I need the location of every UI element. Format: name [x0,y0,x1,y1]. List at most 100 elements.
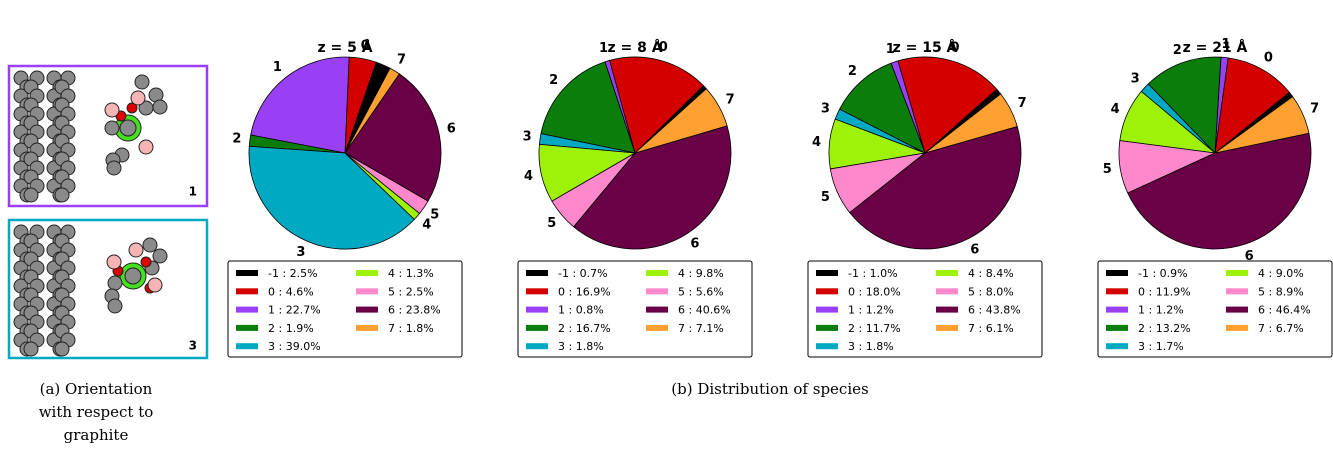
legend-label: 0 : 11.9% [1138,285,1191,298]
atom [138,139,154,155]
slice-label: 6 [970,242,979,257]
legend-label: 6 : 46.4% [1258,304,1311,317]
legend-swatch [526,343,548,350]
legend-swatch [236,270,258,276]
slice-label: 1 [273,60,282,75]
atom [126,102,138,114]
legend-label: 2 : 11.7% [848,322,901,335]
legend-box [807,260,1043,358]
pie-slice [839,62,926,154]
pie-slice [248,145,415,250]
legend-swatch [646,270,668,276]
atom [142,237,158,253]
slice-label: 1 [1221,37,1230,52]
chart-title: z = 21 Å [1183,39,1248,56]
slice-label: 0 [1264,50,1273,65]
slice-label: 0 [951,41,960,56]
legend-label: 7 : 6.7% [1258,322,1304,335]
legend-swatch [816,270,838,276]
pie-slice [540,61,636,154]
caption: (b) Distribution of species [671,380,868,398]
slice-label: 5 [1103,162,1112,177]
pie-slice [609,56,705,154]
legend-swatch [236,343,258,350]
atom [124,267,142,285]
chart-title: z = 5 Å [317,39,372,56]
legend-label: -1 : 0.9% [1138,267,1188,280]
atom [130,90,146,106]
legend-swatch [816,288,838,295]
slice-label: 7 [726,92,735,107]
atom [106,160,122,176]
legend-swatch [236,288,258,295]
pie-slice [924,93,1018,154]
chart-title: z = 15 Å [893,39,958,56]
legend-swatch [816,343,838,350]
slice-label: 2 [1173,43,1182,58]
legend-swatch [1226,270,1248,276]
slice-label: 6 [447,121,456,136]
pie-slice [897,56,998,154]
legend-swatch [236,324,258,331]
atom [152,248,168,264]
slice-label: 4 [812,135,821,150]
legend-swatch [356,324,378,331]
legend-swatch [646,288,668,295]
legend-label: 1 : 22.7% [268,304,321,317]
legend-swatch [526,270,548,276]
legend-swatch [236,306,258,313]
slice-label: 0 [361,38,370,53]
legend-label: 7 : 1.8% [388,322,434,335]
legend-label: -1 : 0.7% [558,267,608,280]
legend-label: 7 : 6.1% [968,322,1014,335]
legend-swatch [936,306,958,313]
molecule-illustration [13,70,168,357]
legend-label: 2 : 1.9% [268,322,314,335]
legend-box [517,260,753,358]
legend-swatch [1226,324,1248,331]
legend-label: 3 : 39.0% [268,340,321,353]
legend-swatch [936,288,958,295]
slice-label: 2 [549,73,558,88]
legend-label: 4 : 8.4% [968,267,1014,280]
slice-label: 1 [599,41,608,56]
legend-swatch [526,324,548,331]
slice-label: 1 [886,42,895,57]
legend-swatch [1106,270,1128,276]
slice-label: 3 [821,101,830,116]
legend-swatch [1226,288,1248,295]
pie-slice [1214,57,1290,154]
atom [54,341,70,357]
atom [119,119,137,137]
legend-swatch [816,324,838,331]
legend-swatch [356,288,378,295]
legend-label: 6 : 43.8% [968,304,1021,317]
slice-label: 6 [1245,249,1254,264]
atom [128,242,144,258]
chart-title: z = 8 Å [607,39,662,56]
legend-label: 3 : 1.8% [558,340,604,353]
slice-label: 7 [1018,96,1027,111]
legend-swatch [1106,324,1128,331]
slice-label: 4 [524,169,533,184]
legend-label: 5 : 8.9% [1258,285,1304,298]
legend-swatch [356,270,378,276]
atom [107,298,123,314]
slice-label: 6 [690,237,699,252]
panel-label: 3 [189,339,197,353]
legend-swatch [526,288,548,295]
legend-label: 4 : 1.3% [388,267,434,280]
legend-label: 0 : 4.6% [268,285,314,298]
legend-label: -1 : 1.0% [848,267,898,280]
atom [152,99,168,115]
legend-swatch [646,324,668,331]
legend-label: 3 : 1.7% [1138,340,1184,353]
legend-swatch [646,306,668,313]
legend-swatch [936,270,958,276]
legend-label: 5 : 5.6% [678,285,724,298]
panel-box [7,64,209,208]
caption: (a) Orientation [40,380,153,398]
slice-label: 2 [848,64,857,79]
slice-label: 4 [1111,102,1120,117]
slice-label: 5 [821,190,830,205]
